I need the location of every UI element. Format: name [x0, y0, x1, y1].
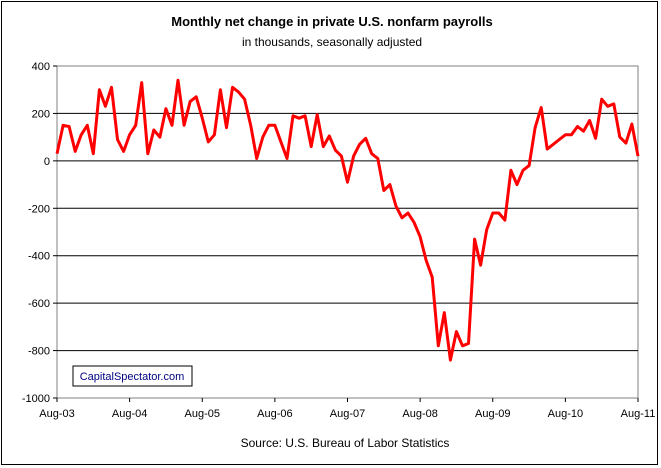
x-tick-label: Aug-05 — [185, 408, 220, 420]
plot-background — [56, 65, 639, 399]
x-tick-label: Aug-07 — [330, 408, 365, 420]
y-tick-label: 400 — [32, 61, 50, 73]
x-tick-label: Aug-09 — [475, 408, 510, 420]
y-tick-label: -400 — [28, 251, 50, 263]
y-tick-label: -1000 — [22, 393, 50, 405]
y-tick-label: 200 — [32, 108, 50, 120]
y-tick-label: -600 — [28, 298, 50, 310]
y-axis: 400 200 0 -200 -400 -600 -800 -1000 — [22, 61, 57, 405]
chart-source: Source: U.S. Bureau of Labor Statistics — [241, 436, 450, 450]
y-tick-label: 0 — [44, 156, 50, 168]
watermark-text: CapitalSpectator.com — [80, 371, 185, 383]
x-tick-label: Aug-06 — [257, 408, 292, 420]
chart-title: Monthly net change in private U.S. nonfa… — [171, 14, 492, 29]
x-tick-label: Aug-08 — [402, 408, 437, 420]
watermark-box: CapitalSpectator.com — [72, 365, 193, 387]
x-tick-label: Aug-10 — [548, 408, 583, 420]
x-tick-label: Aug-11 — [621, 408, 656, 420]
y-tick-label: -800 — [28, 346, 50, 358]
y-tick-label: -200 — [28, 203, 50, 215]
series-line — [55, 78, 640, 362]
x-axis: Aug-03 Aug-04 Aug-05 Aug-06 Aug-07 Aug-08 Aug-… — [39, 398, 655, 420]
chart-subtitle: in thousands, seasonally adjusted — [242, 35, 422, 49]
x-tick-label: Aug-04 — [112, 408, 147, 420]
x-tick-label: Aug-03 — [39, 408, 74, 420]
